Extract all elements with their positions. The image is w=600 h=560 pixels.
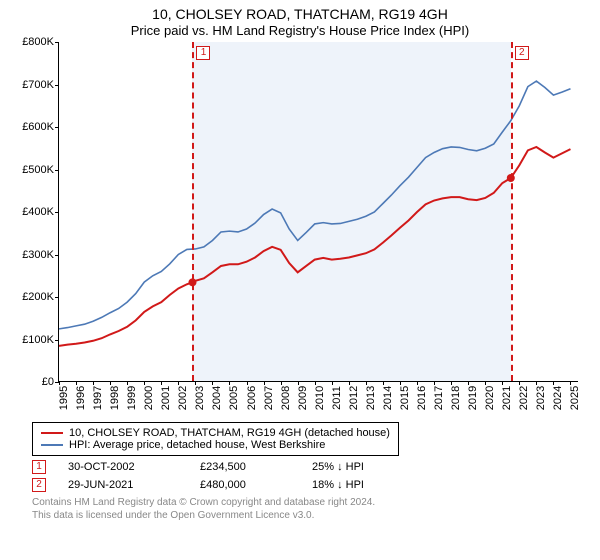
legend-swatch bbox=[41, 432, 63, 434]
event-box: 2 bbox=[32, 478, 46, 492]
event-date: 29-JUN-2021 bbox=[68, 479, 178, 491]
x-tick-label: 2014 bbox=[382, 386, 394, 410]
x-tick-label: 2012 bbox=[348, 386, 360, 410]
event-row: 1 30-OCT-2002 £234,500 25% ↓ HPI bbox=[32, 460, 590, 474]
x-tick-label: 2016 bbox=[416, 386, 428, 410]
event-list: 1 30-OCT-2002 £234,500 25% ↓ HPI 2 29-JUN-202… bbox=[32, 460, 590, 492]
x-tick-label: 2005 bbox=[228, 386, 240, 410]
x-tick-label: 2003 bbox=[194, 386, 206, 410]
chart-subtitle: Price paid vs. HM Land Registry's House … bbox=[10, 23, 590, 38]
y-tick-label: £400K bbox=[22, 206, 54, 218]
x-tick-label: 2007 bbox=[263, 386, 275, 410]
event-marker-box: 1 bbox=[196, 46, 210, 60]
y-tick-label: £300K bbox=[22, 249, 54, 261]
credit-line-1: Contains HM Land Registry data © Crown c… bbox=[32, 496, 590, 509]
x-tick-label: 2001 bbox=[160, 386, 172, 410]
x-tick-label: 2008 bbox=[280, 386, 292, 410]
y-axis: £0£100K£200K£300K£400K£500K£600K£700K£80… bbox=[10, 42, 58, 382]
chart-svg bbox=[59, 42, 579, 382]
x-tick-label: 2010 bbox=[314, 386, 326, 410]
legend-item: 10, CHOLSEY ROAD, THATCHAM, RG19 4GH (de… bbox=[41, 427, 390, 439]
x-tick-label: 2024 bbox=[552, 386, 564, 410]
x-tick-label: 2000 bbox=[143, 386, 155, 410]
credit-line-2: This data is licensed under the Open Gov… bbox=[32, 509, 590, 522]
y-tick-label: £800K bbox=[22, 36, 54, 48]
x-tick-label: 1996 bbox=[75, 386, 87, 410]
legend-swatch bbox=[41, 444, 63, 446]
chart-title: 10, CHOLSEY ROAD, THATCHAM, RG19 4GH bbox=[10, 6, 590, 22]
x-tick-label: 2021 bbox=[501, 386, 513, 410]
series-line bbox=[59, 147, 570, 346]
x-axis: 1995 1996 1997 1998 1999 2000 2001 2002 2003 2004… bbox=[58, 382, 578, 416]
x-tick-label: 2011 bbox=[331, 386, 343, 410]
event-box: 1 bbox=[32, 460, 46, 474]
event-vline bbox=[511, 42, 513, 381]
legend: 10, CHOLSEY ROAD, THATCHAM, RG19 4GH (de… bbox=[32, 422, 399, 456]
y-tick-label: £700K bbox=[22, 79, 54, 91]
x-tick-label: 1997 bbox=[92, 386, 104, 410]
x-tick-label: 2002 bbox=[177, 386, 189, 410]
x-tick-label: 1998 bbox=[109, 386, 121, 410]
y-tick-label: £500K bbox=[22, 164, 54, 176]
x-tick-label: 2018 bbox=[450, 386, 462, 410]
event-price: £234,500 bbox=[200, 461, 290, 473]
y-tick-label: £0 bbox=[42, 376, 54, 388]
x-tick-label: 2022 bbox=[518, 386, 530, 410]
event-delta: 25% ↓ HPI bbox=[312, 461, 364, 473]
x-tick-label: 2004 bbox=[211, 386, 223, 410]
event-row: 2 29-JUN-2021 £480,000 18% ↓ HPI bbox=[32, 478, 590, 492]
x-tick-label: 2015 bbox=[399, 386, 411, 410]
y-tick-label: £100K bbox=[22, 334, 54, 346]
event-price: £480,000 bbox=[200, 479, 290, 491]
x-tick-label: 2006 bbox=[246, 386, 258, 410]
x-tick-label: 2025 bbox=[569, 386, 581, 410]
x-tick-label: 2020 bbox=[484, 386, 496, 410]
legend-item: HPI: Average price, detached house, West… bbox=[41, 439, 390, 451]
y-tick-label: £200K bbox=[22, 291, 54, 303]
legend-label: 10, CHOLSEY ROAD, THATCHAM, RG19 4GH (de… bbox=[69, 427, 390, 439]
event-date: 30-OCT-2002 bbox=[68, 461, 178, 473]
chart-plot-area: 12 bbox=[58, 42, 578, 382]
x-tick-label: 2023 bbox=[535, 386, 547, 410]
event-marker-box: 2 bbox=[515, 46, 529, 60]
x-tick-label: 2009 bbox=[297, 386, 309, 410]
event-delta: 18% ↓ HPI bbox=[312, 479, 364, 491]
x-tick-label: 1999 bbox=[126, 386, 138, 410]
legend-label: HPI: Average price, detached house, West… bbox=[69, 439, 325, 451]
x-tick-label: 1995 bbox=[58, 386, 70, 410]
x-tick-label: 2019 bbox=[467, 386, 479, 410]
event-vline bbox=[192, 42, 194, 381]
y-tick-label: £600K bbox=[22, 121, 54, 133]
x-tick-label: 2017 bbox=[433, 386, 445, 410]
x-tick-label: 2013 bbox=[365, 386, 377, 410]
series-line bbox=[59, 81, 570, 329]
credit-text: Contains HM Land Registry data © Crown c… bbox=[32, 496, 590, 522]
